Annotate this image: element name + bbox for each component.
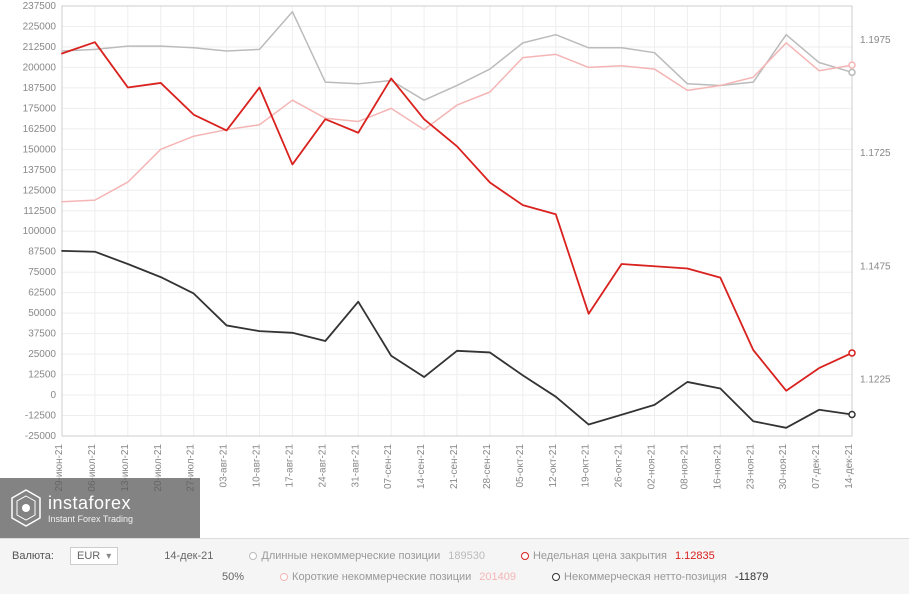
svg-text:10-авг-21: 10-авг-21 xyxy=(252,444,263,488)
currency-value: EUR xyxy=(77,550,100,562)
legend-net-label: Некоммерческая нетто-позиция xyxy=(564,571,727,583)
svg-text:187500: 187500 xyxy=(23,83,57,94)
legend-long-label: Длинные некоммерческие позиции xyxy=(261,550,440,562)
svg-text:31-авг-21: 31-авг-21 xyxy=(350,444,361,488)
svg-text:50000: 50000 xyxy=(28,308,56,319)
svg-text:12500: 12500 xyxy=(28,370,56,381)
svg-text:14-дек-21: 14-дек-21 xyxy=(844,444,855,489)
legend-marker-short xyxy=(280,573,288,581)
legend-short-value: 201409 xyxy=(479,571,516,583)
svg-text:05-окт-21: 05-окт-21 xyxy=(515,444,526,488)
svg-text:-12500: -12500 xyxy=(25,411,57,422)
date-value: 14-дек-21 xyxy=(164,550,213,562)
legend-net: Некоммерческая нетто-позиция -11879 xyxy=(552,571,768,583)
percent-value: 50% xyxy=(222,571,244,583)
svg-text:100000: 100000 xyxy=(23,226,57,237)
svg-text:02-ноя-21: 02-ноя-21 xyxy=(647,444,658,490)
svg-text:112500: 112500 xyxy=(23,206,56,217)
legend-close-value: 1.12835 xyxy=(675,550,715,562)
legend-close: Недельная цена закрытия 1.12835 xyxy=(521,550,715,562)
svg-text:200000: 200000 xyxy=(23,62,57,73)
svg-text:175000: 175000 xyxy=(23,103,57,114)
svg-text:125000: 125000 xyxy=(23,185,57,196)
svg-text:07-дек-21: 07-дек-21 xyxy=(811,444,822,489)
svg-text:03-авг-21: 03-авг-21 xyxy=(219,444,230,488)
currency-select[interactable]: EUR ▾ xyxy=(70,547,118,565)
svg-text:237500: 237500 xyxy=(23,1,57,12)
svg-text:1.1475: 1.1475 xyxy=(860,261,891,272)
svg-text:30-ноя-21: 30-ноя-21 xyxy=(778,444,789,490)
svg-text:24-авг-21: 24-авг-21 xyxy=(317,444,328,488)
svg-text:17-авг-21: 17-авг-21 xyxy=(284,444,295,488)
logo-icon xyxy=(10,488,42,528)
legend-marker-close xyxy=(521,552,529,560)
svg-text:07-сен-21: 07-сен-21 xyxy=(383,444,394,489)
legend-net-value: -11879 xyxy=(735,571,768,583)
legend-short: Короткие некоммерческие позиции 201409 xyxy=(280,571,516,583)
svg-text:14-сен-21: 14-сен-21 xyxy=(416,444,427,489)
legend-long: Длинные некоммерческие позиции 189530 xyxy=(249,550,485,562)
chart-container: -25000 -12500 0 12500 25000 37500 50000 62500 75… xyxy=(0,0,909,510)
svg-text:-25000: -25000 xyxy=(25,431,57,442)
bottom-panel: Валюта: EUR ▾ 14-дек-21 Длинные некоммер… xyxy=(0,538,909,594)
svg-text:08-ноя-21: 08-ноя-21 xyxy=(679,444,690,490)
chart-svg: -25000 -12500 0 12500 25000 37500 50000 62500 75… xyxy=(0,0,909,510)
svg-text:16-ноя-21: 16-ноя-21 xyxy=(712,444,723,490)
svg-text:75000: 75000 xyxy=(28,267,56,278)
svg-text:21-сен-21: 21-сен-21 xyxy=(449,444,460,489)
svg-text:26-окт-21: 26-окт-21 xyxy=(614,444,625,488)
chevron-down-icon: ▾ xyxy=(106,551,111,562)
svg-text:23-ноя-21: 23-ноя-21 xyxy=(745,444,756,490)
svg-text:150000: 150000 xyxy=(23,144,57,155)
panel-row-2: 50% Короткие некоммерческие позиции 2014… xyxy=(12,571,897,583)
logo-sub-text: Instant Forex Trading xyxy=(48,514,133,524)
legend-close-label: Недельная цена закрытия xyxy=(533,550,667,562)
svg-text:25000: 25000 xyxy=(28,349,56,360)
svg-text:37500: 37500 xyxy=(28,329,56,340)
legend-marker-long xyxy=(249,552,257,560)
svg-text:87500: 87500 xyxy=(28,247,56,258)
svg-text:12-окт-21: 12-окт-21 xyxy=(548,444,559,488)
svg-text:212500: 212500 xyxy=(23,42,57,53)
svg-text:0: 0 xyxy=(50,390,56,401)
svg-text:1.1225: 1.1225 xyxy=(860,374,891,385)
logo-overlay: instaforex Instant Forex Trading xyxy=(0,478,200,538)
svg-text:28-сен-21: 28-сен-21 xyxy=(482,444,493,489)
legend-long-value: 189530 xyxy=(448,550,485,562)
svg-text:1.1725: 1.1725 xyxy=(860,148,891,159)
svg-text:225000: 225000 xyxy=(23,21,57,32)
svg-text:19-окт-21: 19-окт-21 xyxy=(581,444,592,488)
svg-text:62500: 62500 xyxy=(28,288,56,299)
panel-row-1: Валюта: EUR ▾ 14-дек-21 Длинные некоммер… xyxy=(12,547,897,565)
svg-text:162500: 162500 xyxy=(23,124,57,135)
svg-text:137500: 137500 xyxy=(23,165,57,176)
legend-short-label: Короткие некоммерческие позиции xyxy=(292,571,471,583)
legend-marker-net xyxy=(552,573,560,581)
currency-label: Валюта: xyxy=(12,550,54,562)
logo-main-text: instaforex xyxy=(48,493,133,514)
svg-text:1.1975: 1.1975 xyxy=(860,35,891,46)
